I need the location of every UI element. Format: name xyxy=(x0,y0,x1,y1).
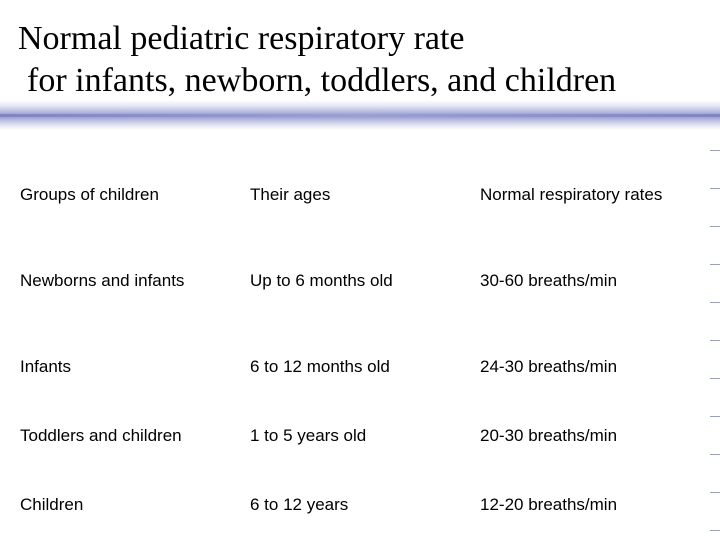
cell-age: 6 to 12 years xyxy=(250,494,349,514)
cell-group: Toddlers and children xyxy=(20,425,182,445)
cell-rate: 20-30 breaths/min xyxy=(480,425,618,445)
table-row: Children 6 to 12 years 12-20 breaths/min xyxy=(20,470,710,539)
cell-group: Infants xyxy=(20,356,72,376)
table-row: Newborns and infants Up to 6 months old … xyxy=(20,230,710,332)
table-header-row: Groups of children Their ages Normal res… xyxy=(20,160,710,230)
title-line-2: for infants, newborn, toddlers, and chil… xyxy=(27,62,617,99)
slide-title: Normal pediatric respiratory rate for in… xyxy=(18,18,616,102)
right-edge-decoration xyxy=(708,130,720,540)
cell-age: 6 to 12 months old xyxy=(250,356,390,376)
header-rates: Normal respiratory rates xyxy=(480,185,663,204)
cell-rate: 24-30 breaths/min xyxy=(480,356,618,376)
respiratory-rate-table: Groups of children Their ages Normal res… xyxy=(20,160,710,539)
table-row: Toddlers and children 1 to 5 years old 2… xyxy=(20,401,710,470)
title-line-1: Normal pediatric respiratory rate xyxy=(18,20,465,57)
cell-rate: 12-20 breaths/min xyxy=(480,494,618,514)
table-row: Infants 6 to 12 months old 24-30 breaths… xyxy=(20,332,710,401)
header-groups: Groups of children xyxy=(20,185,159,204)
header-ages: Their ages xyxy=(250,185,331,204)
title-divider-band xyxy=(0,100,720,130)
cell-group: Children xyxy=(20,494,84,514)
cell-age: Up to 6 months old xyxy=(250,271,393,290)
cell-age: 1 to 5 years old xyxy=(250,425,367,445)
cell-group: Newborns and infants xyxy=(20,271,185,290)
cell-rate: 30-60 breaths/min xyxy=(480,271,618,290)
